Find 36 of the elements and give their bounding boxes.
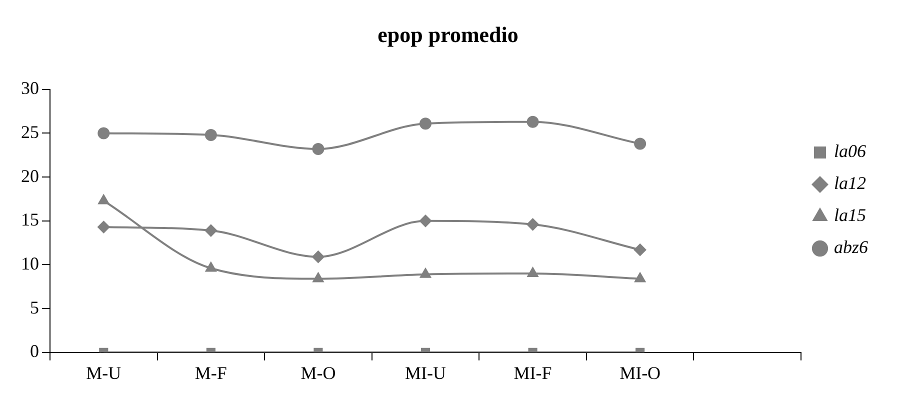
y-tick-label: 25 — [21, 122, 39, 142]
legend-label: la06 — [834, 141, 866, 162]
point — [206, 262, 216, 272]
legend-label: la15 — [834, 205, 866, 226]
point — [98, 194, 109, 204]
point — [634, 138, 646, 150]
point — [526, 116, 539, 128]
y-tick-label: 30 — [21, 78, 39, 98]
chart-title: epop promedio — [378, 22, 518, 47]
point — [204, 224, 217, 237]
point — [420, 268, 431, 278]
y-tick-label: 20 — [21, 166, 39, 186]
legend-label: abz6 — [834, 237, 868, 258]
x-tick-label: M-F — [194, 362, 227, 383]
y-tick-label: 5 — [30, 297, 39, 318]
point — [98, 221, 110, 234]
x-tick-label: MI-O — [620, 362, 661, 383]
point — [634, 272, 646, 282]
x-tick-label: MI-F — [514, 362, 552, 383]
x-tick-label: MI-U — [405, 362, 446, 383]
legend-label: la12 — [834, 173, 866, 194]
x-tick-label: M-U — [86, 362, 122, 383]
point — [312, 272, 324, 282]
point — [312, 143, 324, 156]
y-tick-label: 0 — [30, 341, 39, 362]
y-tick-label: 10 — [21, 253, 39, 274]
point — [98, 127, 110, 140]
y-tick-label: 15 — [21, 210, 39, 230]
point — [527, 268, 538, 277]
point — [634, 244, 646, 256]
point — [312, 250, 324, 263]
point — [420, 214, 432, 227]
point — [420, 118, 432, 130]
point — [526, 218, 539, 230]
point — [204, 128, 217, 141]
x-tick-label: M-O — [300, 362, 336, 383]
